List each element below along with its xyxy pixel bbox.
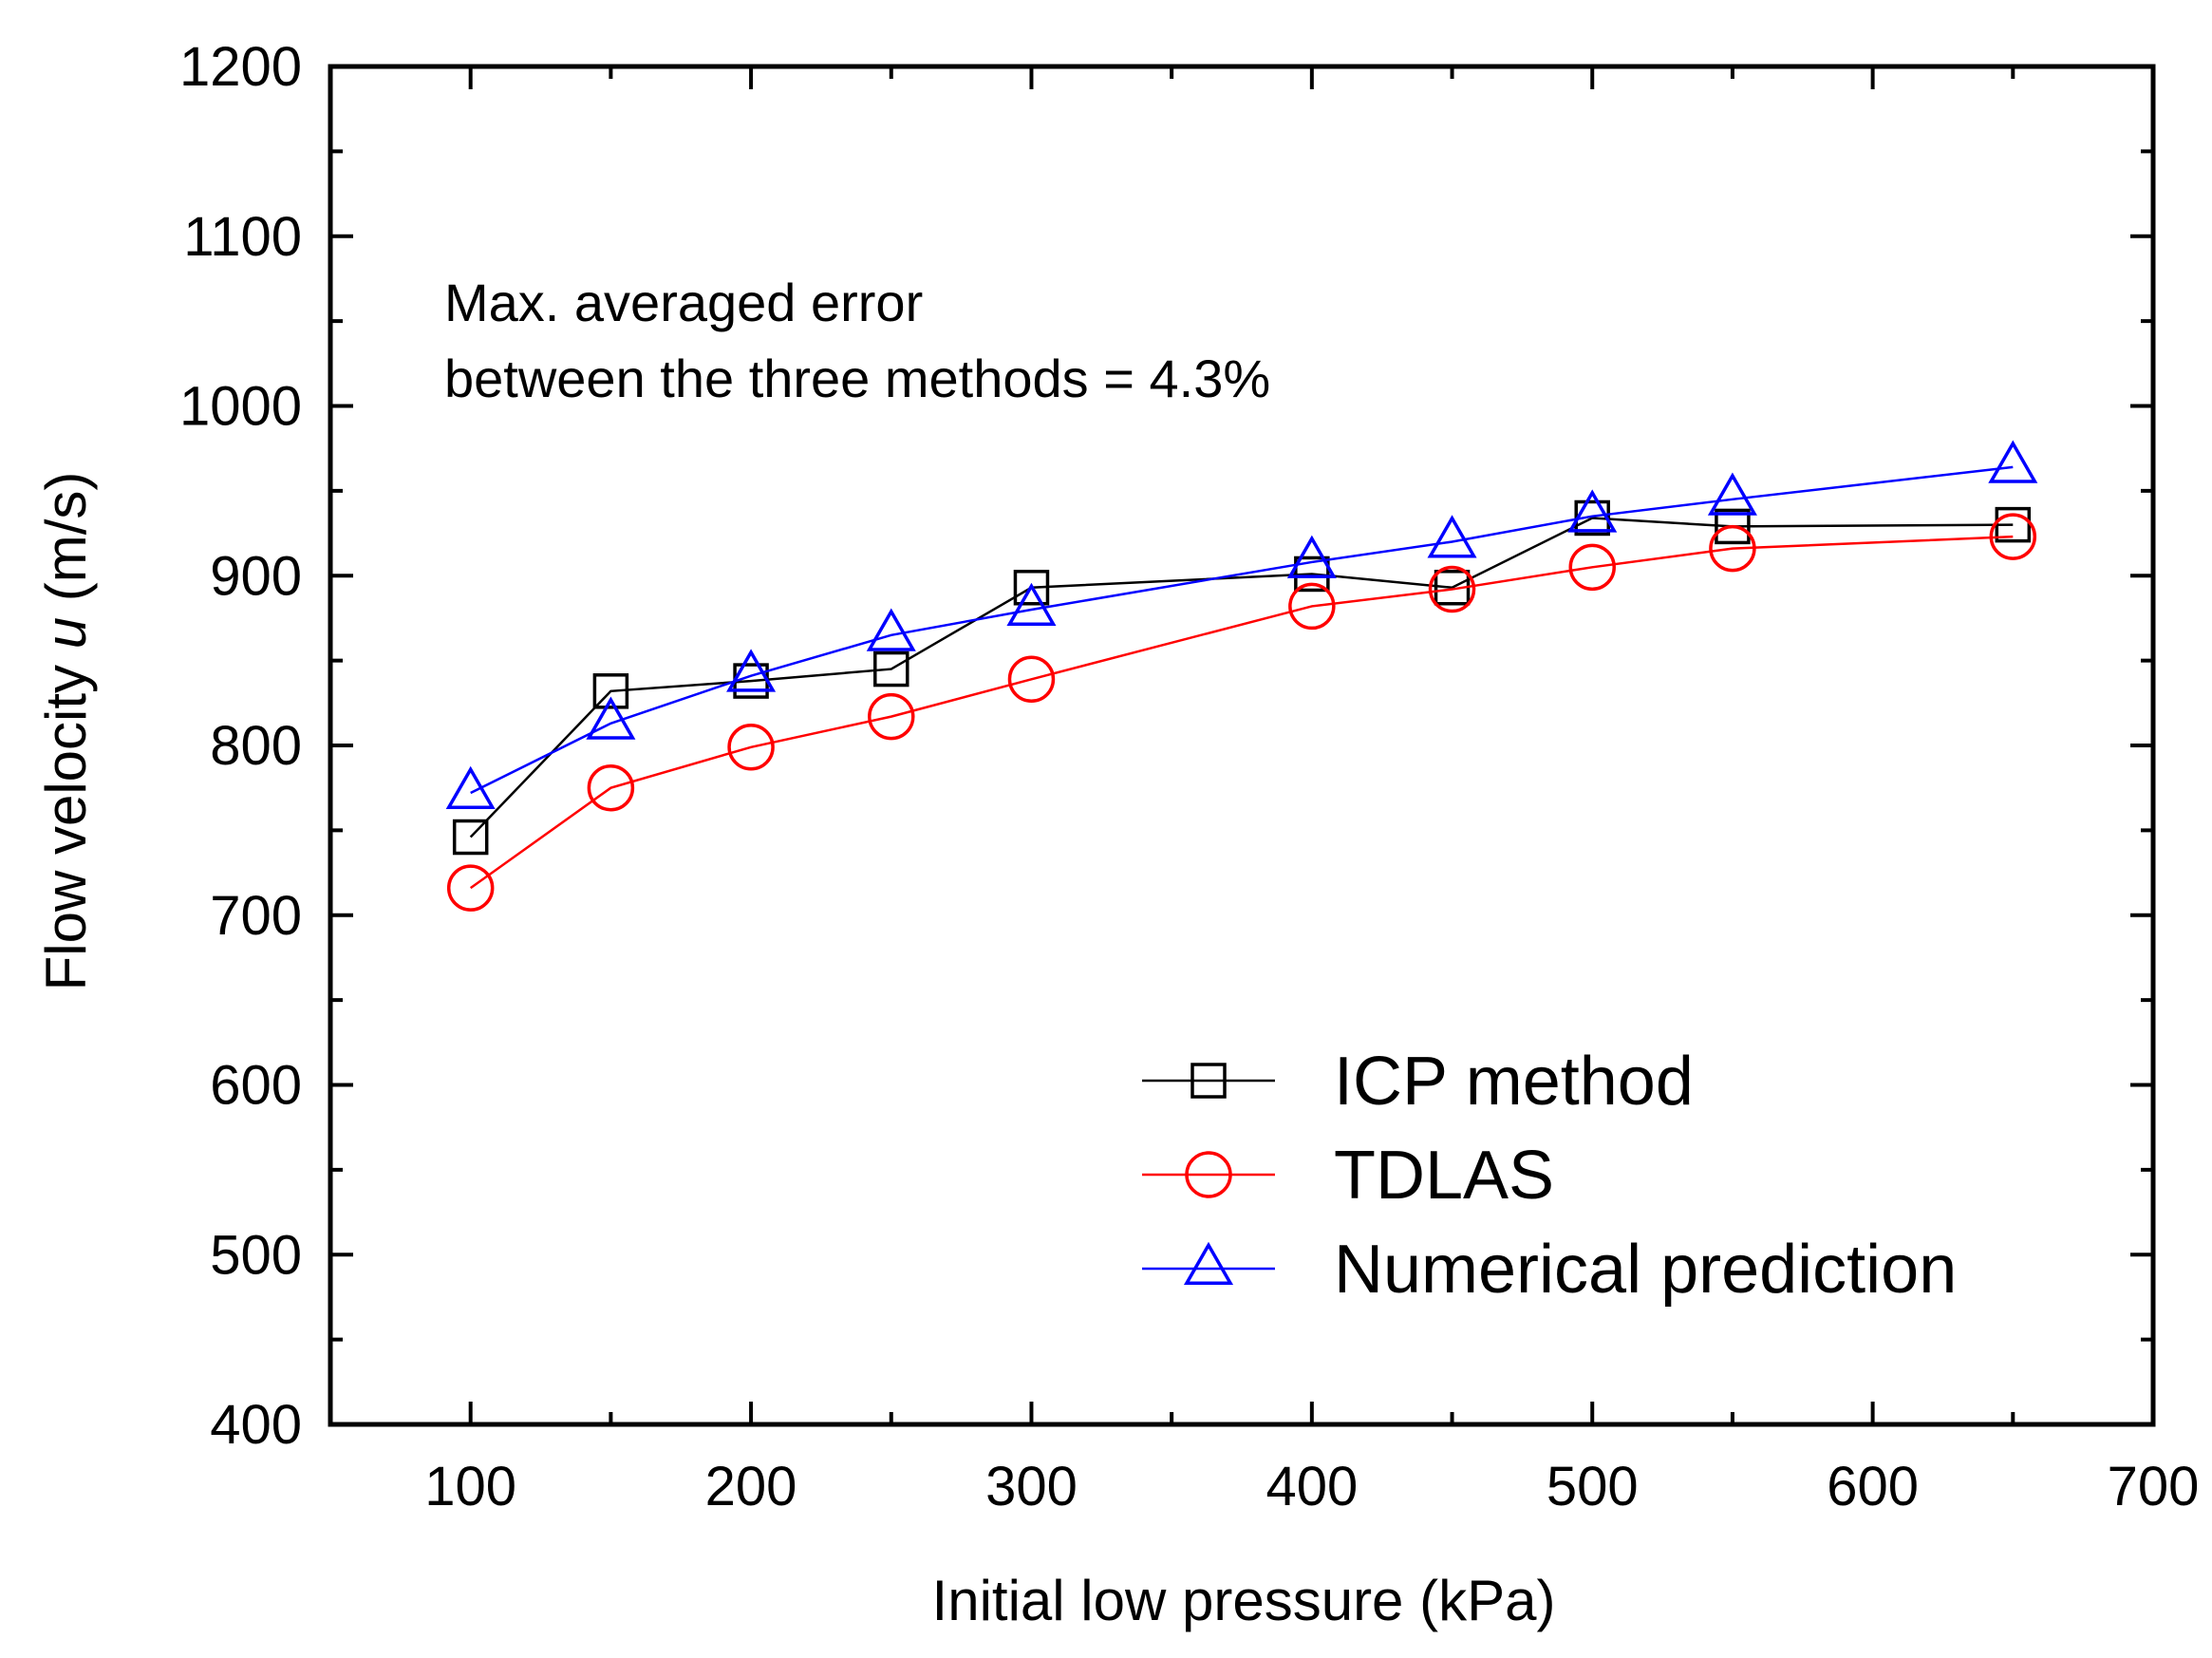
legend-marker-square	[1190, 1063, 1227, 1099]
data-point-circle	[1428, 565, 1476, 613]
data-point-triangle	[1286, 535, 1337, 578]
x-tick-label: 700	[2108, 1456, 2200, 1517]
data-point-triangle	[1006, 582, 1057, 626]
data-point-square	[1294, 556, 1330, 593]
series-numerical-prediction	[445, 440, 2038, 809]
data-point-triangle	[866, 608, 916, 651]
y-tick-label: 700	[210, 885, 302, 947]
legend-item: Numerical prediction	[1142, 1232, 1957, 1308]
data-point-circle	[727, 724, 775, 771]
data-point-triangle	[1567, 489, 1618, 533]
data-point-circle	[1288, 582, 1336, 631]
y-axis-title: Flow velocity u (m/s)	[34, 472, 98, 991]
data-point-circle	[587, 763, 635, 812]
series-tdlas	[446, 513, 2037, 912]
x-tick-label: 300	[985, 1456, 1078, 1517]
x-tick-label: 100	[424, 1456, 516, 1517]
y-tick-label: 900	[210, 545, 302, 607]
series-line	[470, 465, 2014, 795]
data-point-square	[452, 819, 489, 856]
data-point-circle	[868, 692, 915, 741]
y-tick-label: 1100	[183, 206, 302, 268]
series-layer	[445, 440, 2038, 912]
annotation-line-2: between the three methods = 4.3%	[444, 349, 1270, 408]
plot-frame	[328, 64, 2156, 1427]
annotation-line-1: Max. averaged error	[444, 273, 923, 332]
x-tick-label: 500	[1547, 1456, 1639, 1517]
x-tick-label: 600	[1827, 1456, 1919, 1517]
legend-label: TDLAS	[1334, 1138, 1554, 1214]
data-point-triangle	[1427, 515, 1477, 558]
legend-marker-triangle	[1183, 1241, 1234, 1285]
data-point-square	[1995, 506, 2032, 543]
x-axis-title: Initial low pressure (kPa)	[932, 1569, 1556, 1632]
legend-marker-circle	[1185, 1151, 1232, 1198]
data-point-circle	[1709, 524, 1756, 573]
data-point-square	[1013, 570, 1050, 606]
data-point-triangle	[1988, 440, 2038, 483]
y-axis-title-suffix: (m/s)	[34, 472, 98, 617]
y-tick-label: 400	[210, 1394, 302, 1456]
y-axis-title-prefix: Flow velocity	[34, 649, 98, 990]
legend-item: TDLAS	[1142, 1138, 1554, 1214]
data-point-square	[873, 650, 909, 688]
legend-item: ICP method	[1142, 1044, 1694, 1120]
legend: ICP method TDLAS Numerical prediction	[1142, 1044, 1957, 1308]
series-line	[469, 517, 2014, 838]
axis-ticks	[328, 65, 2155, 1426]
data-point-square	[592, 673, 629, 709]
data-point-circle	[1989, 513, 2037, 560]
legend-label: ICP method	[1334, 1044, 1694, 1120]
x-tick-label: 200	[705, 1456, 797, 1517]
y-axis-title-variable: u	[34, 617, 98, 649]
series-icp-method	[452, 499, 2032, 856]
axis-tick-labels: 100 200 300 400 500 600 700 400 500 600 700 800 900 1…	[179, 36, 2199, 1517]
y-tick-label: 1000	[179, 376, 302, 438]
data-point-triangle	[445, 765, 496, 809]
series-line	[469, 535, 2014, 890]
data-point-triangle	[586, 696, 636, 740]
y-tick-label: 600	[210, 1055, 302, 1117]
y-tick-label: 1200	[179, 36, 302, 98]
y-tick-label: 800	[210, 715, 302, 777]
data-point-circle	[446, 864, 495, 912]
data-point-circle	[1568, 543, 1616, 592]
data-point-triangle	[726, 649, 777, 692]
data-point-square	[1715, 508, 1751, 545]
x-tick-label: 400	[1265, 1456, 1358, 1517]
legend-label: Numerical prediction	[1334, 1232, 1957, 1308]
y-tick-label: 500	[210, 1224, 302, 1286]
data-point-circle	[1007, 655, 1056, 704]
data-point-triangle	[1707, 472, 1757, 516]
